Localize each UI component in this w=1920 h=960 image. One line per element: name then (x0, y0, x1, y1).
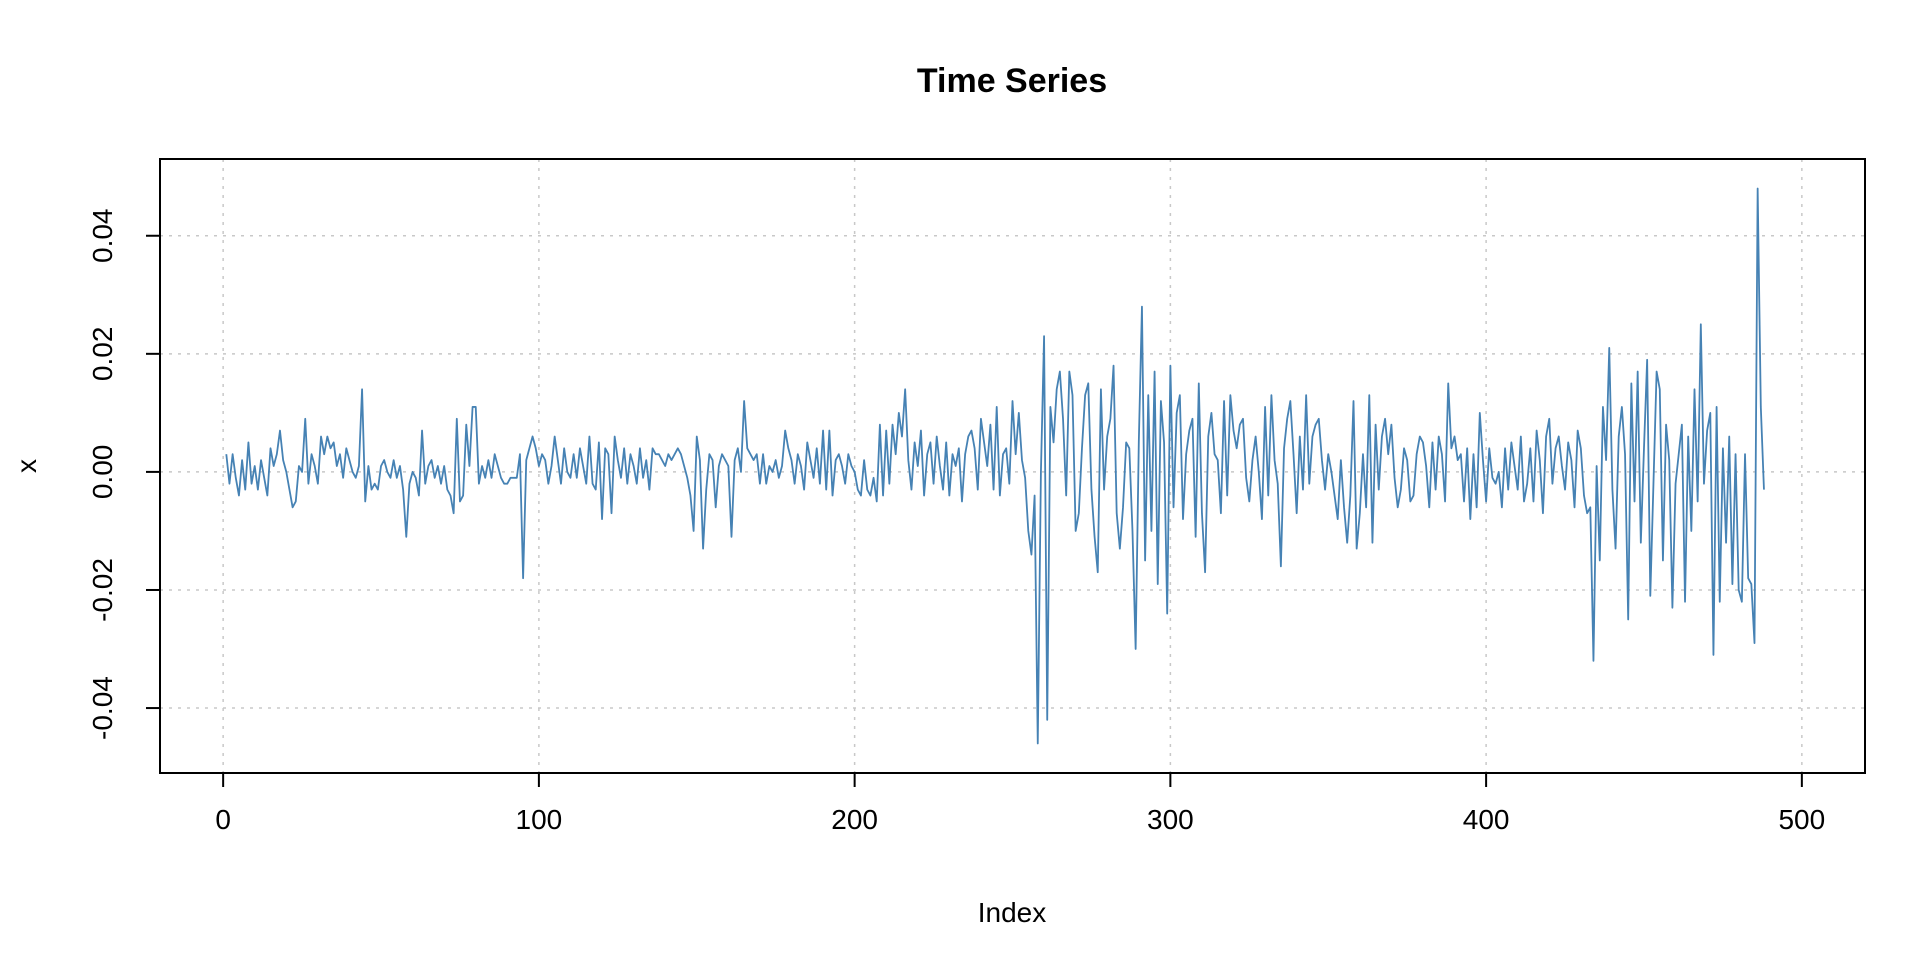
x-axis-label: Index (978, 897, 1047, 928)
y-tick-label: 0.00 (87, 445, 118, 500)
tick-layer: 0 100 200 300 400 500 -0.04 -0.02 0.00 0.02 0.04 (87, 209, 1825, 836)
y-tick-label: -0.02 (87, 558, 118, 622)
grid-layer (160, 159, 1865, 773)
x-tick-label: 200 (831, 804, 878, 835)
x-tick-label: 500 (1778, 804, 1825, 835)
x-tick-label: 300 (1147, 804, 1194, 835)
chart-title: Time Series (917, 62, 1107, 100)
y-tick-label: -0.04 (87, 676, 118, 740)
y-axis-label: x (11, 459, 42, 473)
x-tick-label: 400 (1463, 804, 1510, 835)
x-tick-label: 0 (215, 804, 231, 835)
series-line (225, 187, 1765, 745)
plot-frame (159, 158, 1866, 774)
y-tick-label: 0.04 (87, 209, 118, 264)
x-tick-label: 100 (516, 804, 563, 835)
y-tick-label: 0.02 (87, 327, 118, 382)
